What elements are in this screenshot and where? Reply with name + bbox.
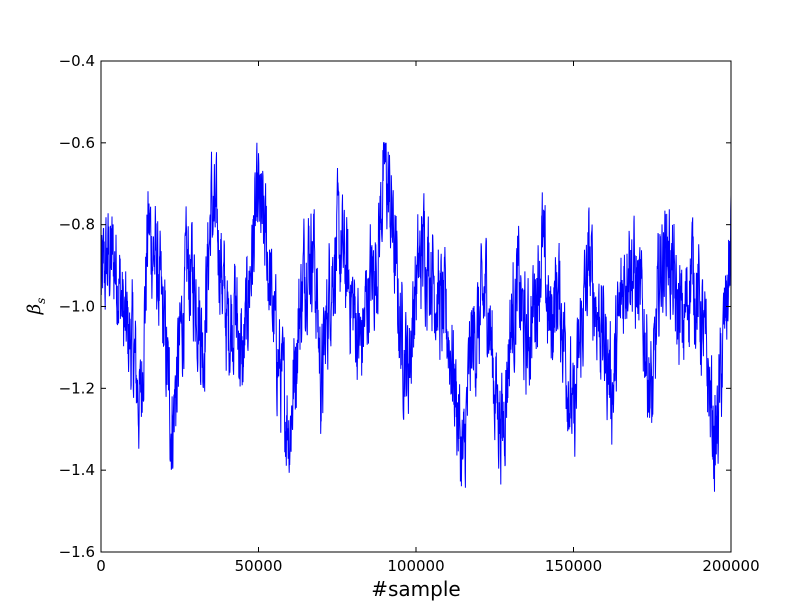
y-axis-label-symbol: β	[24, 304, 45, 315]
x-tick-label: 200000	[702, 557, 759, 575]
x-tick-label: 150000	[545, 557, 602, 575]
series-line	[100, 142, 732, 492]
x-tick-label: 50000	[235, 557, 283, 575]
x-tick-label: 0	[96, 557, 106, 575]
y-tick-label: −1.0	[59, 298, 95, 316]
axis-ticks	[100, 60, 732, 553]
y-tick-label: −0.6	[59, 134, 95, 152]
y-tick-label: −1.4	[59, 461, 95, 479]
y-tick-label: −1.6	[59, 543, 95, 561]
plot-series	[100, 142, 732, 492]
y-axis-label: βs	[24, 298, 48, 316]
x-tick-label: 100000	[387, 557, 444, 575]
y-axis-label-subscript: s	[34, 298, 48, 304]
y-tick-label: −0.8	[59, 216, 95, 234]
x-axis-label: #sample	[371, 577, 460, 601]
axis-tick-labels: 0 50000 100000 150000 200000 −1.6 −1.4 −1.2 −1.0…	[59, 52, 760, 575]
y-tick-label: −1.2	[59, 379, 95, 397]
y-tick-label: −0.4	[59, 52, 95, 70]
